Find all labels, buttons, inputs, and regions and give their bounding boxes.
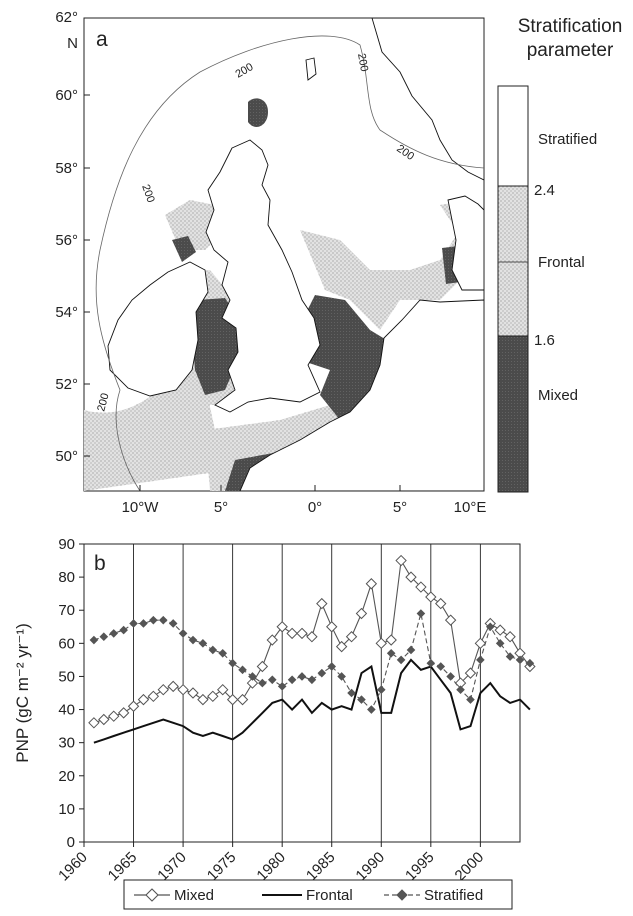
lat-label: 60°	[55, 87, 78, 104]
y-tick-label: 90	[58, 536, 75, 553]
y-tick-label: 0	[67, 834, 75, 851]
x-tick-label: 2000	[452, 849, 488, 885]
legend-threshold-label: 2.4	[534, 182, 555, 199]
chart-legend: Mixed Frontal Stratified	[124, 880, 512, 909]
y-tick-label: 70	[58, 602, 75, 619]
lat-label: 62°	[55, 9, 78, 26]
lon-label: 10°W	[122, 499, 160, 516]
panel-b-label: b	[94, 552, 106, 575]
lat-label: N	[67, 35, 78, 52]
y-axis-label: PNP (gC m⁻² yr⁻¹)	[13, 623, 32, 762]
x-tick-label: 1995	[402, 849, 438, 885]
legend-class-label: Frontal	[538, 254, 585, 271]
legend-class-label: Stratified	[538, 131, 597, 148]
stratification-map: a 200 200 200 200 200 62° N 60° 58° 56° …	[55, 9, 622, 516]
longitude-labels: 10°W 5° 0° 5° 10°E	[122, 499, 487, 516]
x-axis: 1960 1965 1970 1975 1980 1985 1990 1995 2000	[55, 842, 487, 884]
y-tick-label: 20	[58, 768, 75, 785]
lon-label: 10°E	[454, 499, 487, 516]
y-tick-label: 60	[58, 635, 75, 652]
legend-series-label: Frontal	[306, 887, 353, 904]
x-tick-label: 1985	[303, 849, 339, 885]
legend-frontal-swatch	[498, 186, 528, 336]
stratification-legend: Stratification parameter Stratified 2.4 …	[498, 16, 622, 492]
legend-threshold-label: 1.6	[534, 332, 555, 349]
lat-label: 58°	[55, 160, 78, 177]
x-tick-label: 1975	[204, 849, 240, 885]
x-tick-label: 1980	[253, 849, 289, 885]
latitude-labels: 62° N 60° 58° 56° 54° 52° 50°	[55, 9, 78, 465]
legend-series-label: Stratified	[424, 887, 483, 904]
x-tick-label: 1970	[154, 849, 190, 885]
legend-mixed-swatch	[498, 336, 528, 492]
lon-label: 5°	[393, 499, 407, 516]
pnp-line-chart: 0 10 20 30 40 50 60 70 80 90 1960 1965 1970 1975 1980…	[13, 536, 535, 909]
y-axis: 0 10 20 30 40 50 60 70 80 90	[58, 536, 84, 851]
legend-stratified-swatch	[498, 86, 528, 186]
legend-class-label: Mixed	[538, 387, 578, 404]
y-tick-label: 50	[58, 668, 75, 685]
y-tick-label: 30	[58, 735, 75, 752]
lat-label: 50°	[55, 448, 78, 465]
lon-label: 0°	[308, 499, 322, 516]
x-tick-label: 1990	[352, 849, 388, 885]
lon-label: 5°	[214, 499, 228, 516]
x-tick-label: 1960	[55, 849, 91, 885]
legend-series-label: Mixed	[174, 887, 214, 904]
y-tick-label: 10	[58, 801, 75, 818]
legend-title: parameter	[527, 40, 614, 61]
plot-area	[84, 544, 520, 842]
lat-label: 54°	[55, 304, 78, 321]
panel-a-label: a	[96, 28, 108, 51]
x-tick-label: 1965	[105, 849, 141, 885]
lat-label: 52°	[55, 376, 78, 393]
y-tick-label: 40	[58, 702, 75, 719]
legend-title: Stratification	[518, 16, 623, 37]
lat-label: 56°	[55, 232, 78, 249]
y-tick-label: 80	[58, 569, 75, 586]
